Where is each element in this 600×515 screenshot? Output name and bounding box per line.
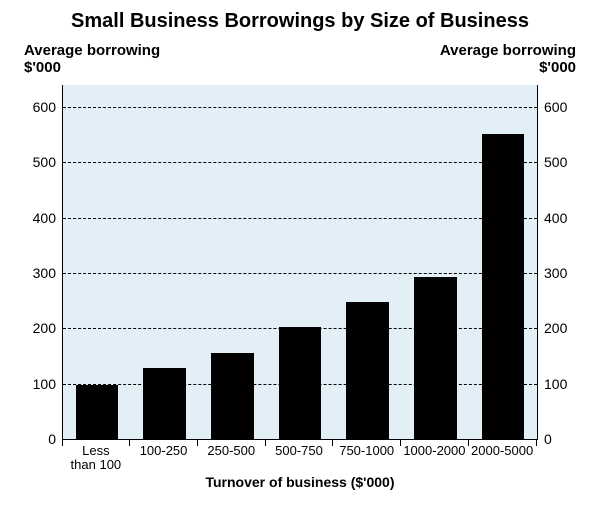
y-tick-left: 300 bbox=[20, 265, 56, 281]
x-tick-label: 2000-5000 bbox=[468, 444, 536, 458]
plot-outer: 0 0 100 100 200 200 300 300 400 400 500 500 600 600 Le… bbox=[20, 40, 580, 495]
bar bbox=[76, 385, 119, 439]
bar bbox=[143, 368, 186, 439]
bar bbox=[279, 327, 322, 439]
bar bbox=[414, 277, 457, 439]
x-tick-label: 250-500 bbox=[197, 444, 265, 458]
x-tick-mark bbox=[62, 440, 63, 446]
chart-container: Small Business Borrowings by Size of Bus… bbox=[0, 0, 600, 515]
y-tick-right: 100 bbox=[544, 376, 580, 392]
x-tick-label: 100-250 bbox=[130, 444, 198, 458]
gridline bbox=[63, 273, 537, 274]
x-tick-mark bbox=[332, 440, 333, 446]
x-tick-mark bbox=[400, 440, 401, 446]
y-tick-right: 0 bbox=[544, 431, 580, 447]
x-tick-label: 750-1000 bbox=[333, 444, 401, 458]
y-tick-right: 600 bbox=[544, 99, 580, 115]
y-tick-right: 300 bbox=[544, 265, 580, 281]
chart-title: Small Business Borrowings by Size of Bus… bbox=[0, 10, 600, 33]
x-tick-mark bbox=[197, 440, 198, 446]
y-tick-left: 600 bbox=[20, 99, 56, 115]
y-tick-left: 0 bbox=[20, 431, 56, 447]
x-axis-title: Turnover of business ($'000) bbox=[20, 474, 580, 490]
bar bbox=[346, 302, 389, 439]
y-tick-right: 500 bbox=[544, 154, 580, 170]
y-tick-right: 200 bbox=[544, 320, 580, 336]
plot-area bbox=[62, 85, 538, 440]
gridline bbox=[63, 162, 537, 163]
x-tick-mark bbox=[265, 440, 266, 446]
gridline bbox=[63, 218, 537, 219]
y-tick-left: 500 bbox=[20, 154, 56, 170]
x-tick-mark bbox=[468, 440, 469, 446]
x-tick-mark bbox=[129, 440, 130, 446]
bar bbox=[211, 353, 254, 439]
x-tick-label: Lessthan 100 bbox=[62, 444, 130, 473]
y-tick-left: 200 bbox=[20, 320, 56, 336]
y-tick-right: 400 bbox=[544, 210, 580, 226]
bar bbox=[482, 134, 525, 439]
x-tick-label: 500-750 bbox=[265, 444, 333, 458]
gridline bbox=[63, 107, 537, 108]
x-tick-mark bbox=[536, 440, 537, 446]
y-tick-left: 100 bbox=[20, 376, 56, 392]
y-tick-left: 400 bbox=[20, 210, 56, 226]
x-tick-label: 1000-2000 bbox=[401, 444, 469, 458]
